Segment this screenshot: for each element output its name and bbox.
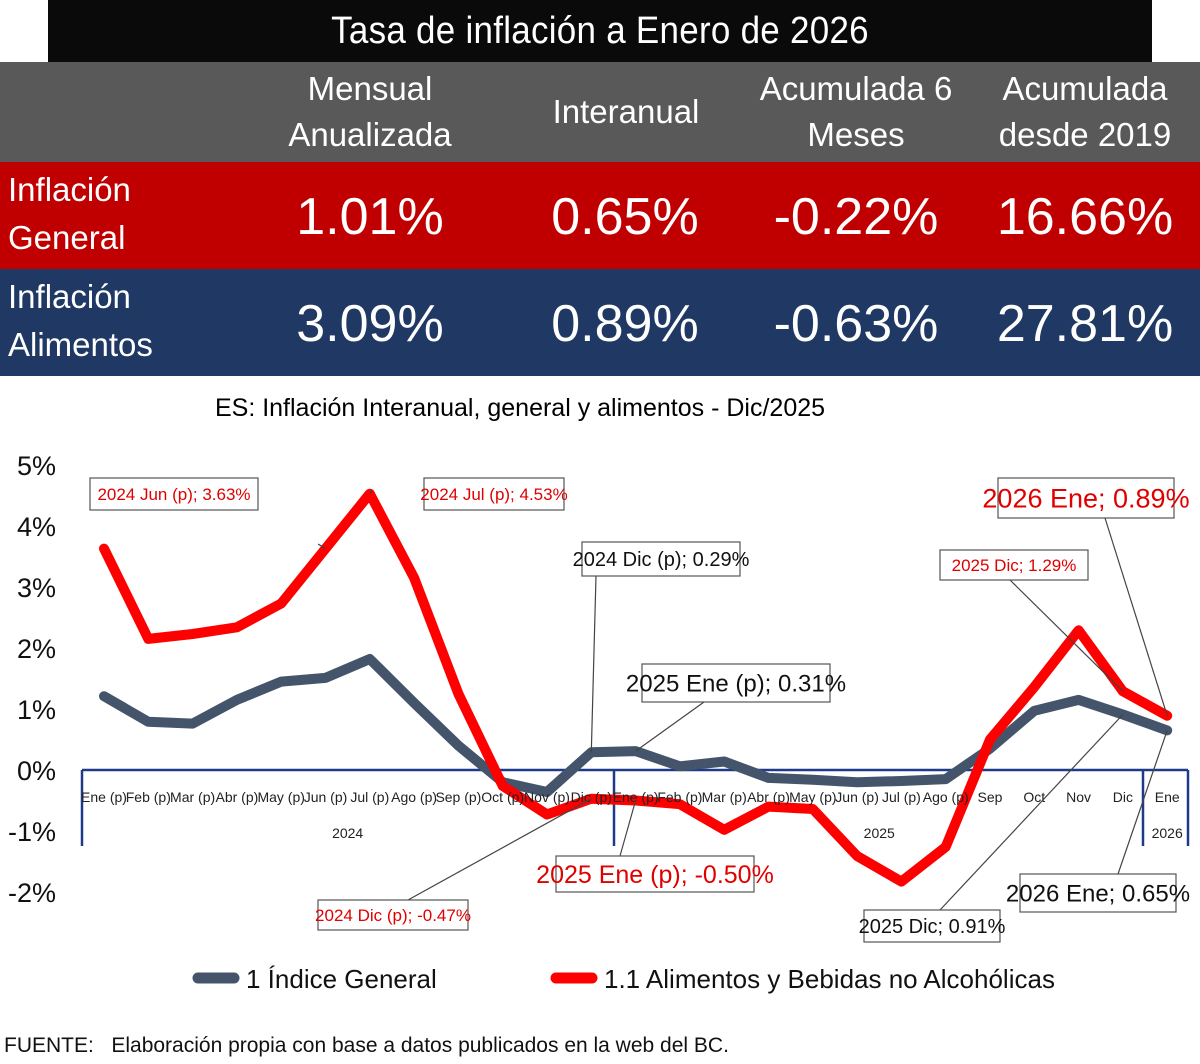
row-inflacion-general: Inflación General 1.01% 0.65% -0.22% 16.… (0, 162, 1200, 269)
chart-title: ES: Inflación Interanual, general y alim… (215, 394, 825, 422)
annotation-label: 2026 Ene; 0.65% (1006, 881, 1190, 908)
row-label: Inflación General (8, 171, 131, 256)
row-label: Inflación Alimentos (8, 278, 153, 363)
annotation-box (939, 549, 1089, 581)
x-tick-label: Abr (p) (216, 789, 259, 805)
cell-value: 16.66% (996, 188, 1174, 246)
cell-value: 27.81% (996, 295, 1174, 353)
x-group-label: 2024 (332, 825, 363, 841)
annotation-label: 2025 Ene (p); -0.50% (536, 861, 774, 889)
x-tick-label: Jun (p) (835, 789, 879, 805)
x-group-label: 2026 (1152, 825, 1183, 841)
x-tick-label: Ene (p) (81, 789, 127, 805)
header-acumulada-desde-2019: Acumulada desde 2019 (998, 70, 1172, 153)
x-tick-label: Ago (p) (923, 789, 969, 805)
x-tick-label: Feb (p) (126, 789, 171, 805)
y-tick-label: 1% (17, 695, 56, 725)
y-tick-label: 5% (17, 451, 56, 481)
x-tick-label: Dic (1113, 789, 1133, 805)
annotation-label: 2025 Dic; 0.91% (859, 916, 1006, 938)
cell-value: 0.89% (551, 295, 699, 353)
table-title: Tasa de inflación a Enero de 2026 (48, 0, 1152, 62)
x-tick-label: May (p) (789, 789, 836, 805)
header-interanual: Interanual (552, 93, 700, 130)
annotation-label: 2024 Dic (p); 0.29% (573, 549, 750, 571)
annotation-label: 2025 Dic; 1.29% (952, 556, 1077, 575)
annotation-leader (317, 543, 326, 550)
annotation-leader (407, 798, 592, 901)
header-acumulada-6-meses: Acumulada 6 Meses (759, 70, 953, 153)
y-tick-label: 2% (17, 634, 56, 664)
y-tick-label: 3% (17, 573, 56, 603)
annotation-box (317, 899, 469, 931)
y-tick-label: 0% (17, 756, 56, 786)
inflation-summary-table: Tasa de inflación a Enero de 2026 Mensua… (0, 0, 1200, 376)
annotation-label: 2024 Jul (p); 4.53% (420, 485, 567, 504)
annotation-box (1019, 873, 1177, 913)
x-tick-label: Oct (p) (481, 789, 524, 805)
x-tick-label: Feb (p) (657, 789, 702, 805)
annotation-box (555, 855, 755, 893)
cell-value: -0.63% (773, 295, 939, 353)
x-tick-label: Sep (p) (435, 789, 481, 805)
legend-label-general: 1 Índice General (246, 964, 437, 994)
annotation-leader (1104, 517, 1168, 716)
x-tick-label: Sep (978, 789, 1003, 805)
x-tick-label: Ene (1155, 789, 1180, 805)
annotation-leader (939, 714, 1124, 911)
x-tick-label: Ago (p) (391, 789, 437, 805)
annotation-leader (635, 701, 705, 752)
annotation-label: 2024 Dic (p); -0.47% (315, 906, 471, 925)
row-inflacion-alimentos: Inflación Alimentos 3.09% 0.89% -0.63% 2… (0, 269, 1200, 376)
source-note: FUENTE: Elaboración propia con base a da… (4, 1034, 729, 1057)
x-tick-label: Mar (p) (702, 789, 747, 805)
x-tick-label: Nov (1066, 789, 1091, 805)
x-tick-label: Oct (1023, 789, 1045, 805)
y-tick-label: -2% (8, 878, 56, 908)
annotation-leader (619, 800, 637, 857)
annotation-label: 2025 Ene (p); 0.31% (626, 671, 846, 698)
x-tick-label: Ene (p) (613, 789, 659, 805)
annotation-box (581, 541, 741, 577)
annotation-leader (590, 575, 597, 753)
x-tick-label: Mar (p) (170, 789, 215, 805)
header-mensual-anualizada: Mensual Anualizada (288, 70, 452, 153)
x-tick-label: Nov (p) (524, 789, 570, 805)
annotation-box (89, 477, 259, 511)
annotation-label: 2024 Jun (p); 3.63% (97, 485, 250, 504)
annotation-box (423, 477, 565, 511)
annotation-leader (1117, 730, 1168, 875)
annotation-box (641, 663, 831, 703)
annotation-box (997, 477, 1175, 519)
x-tick-label: Jun (p) (304, 789, 348, 805)
x-tick-label: May (p) (257, 789, 304, 805)
cell-value: 3.09% (296, 295, 444, 353)
cell-value: -0.22% (773, 188, 939, 246)
cell-value: 1.01% (296, 188, 444, 246)
x-group-label: 2025 (864, 825, 895, 841)
x-tick-label: Abr (p) (747, 789, 790, 805)
y-tick-label: 4% (17, 512, 56, 542)
annotation-box (863, 909, 1001, 943)
annotation-leader (1009, 579, 1124, 692)
cell-value: 0.65% (551, 188, 699, 246)
y-tick-label: -1% (8, 817, 56, 847)
x-tick-label: Jul (p) (882, 789, 921, 805)
annotation-leader (369, 489, 373, 494)
chart-svg: ES: Inflación Interanual, general y alim… (8, 394, 1190, 994)
inflation-line-chart: ES: Inflación Interanual, general y alim… (0, 374, 1200, 1030)
annotation-label: 2026 Ene; 0.89% (982, 484, 1189, 514)
x-tick-label: Dic (p) (571, 789, 612, 805)
legend-label-food: 1.1 Alimentos y Bebidas no Alcohólicas (604, 964, 1055, 994)
table-header-row: Mensual Anualizada Interanual Acumulada … (0, 62, 1200, 162)
x-tick-label: Jul (p) (350, 789, 389, 805)
